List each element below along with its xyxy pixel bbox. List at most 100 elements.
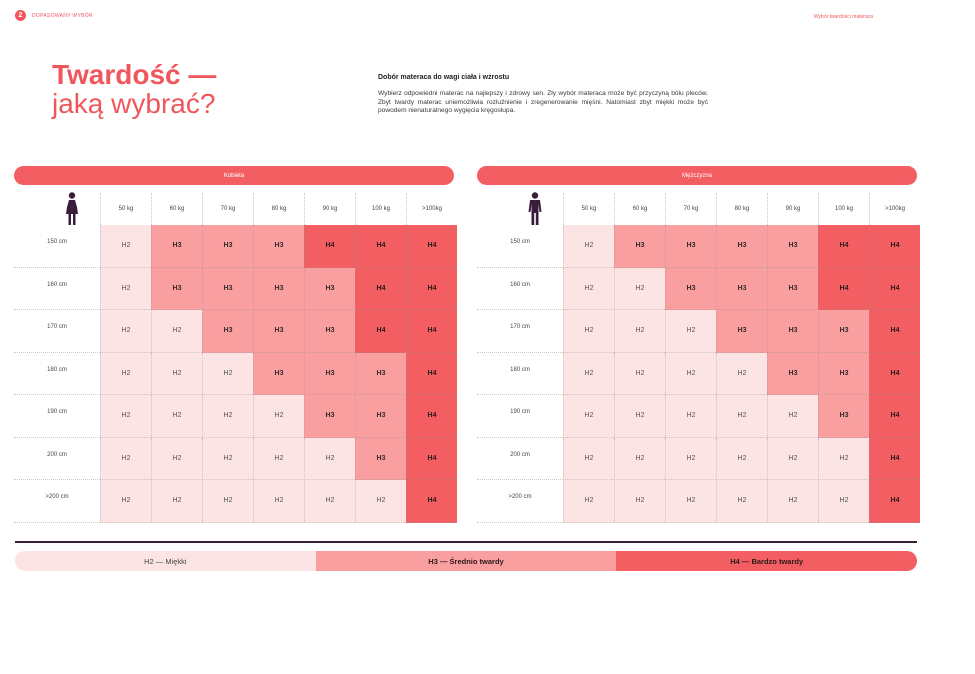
hardness-cell: H2 xyxy=(716,480,767,523)
hardness-cell: H4 xyxy=(869,267,920,310)
weight-label: 100 kg xyxy=(355,193,406,225)
hardness-cell: H3 xyxy=(716,310,767,353)
weight-label: >100kg xyxy=(869,193,920,225)
hardness-cell: H2 xyxy=(563,352,614,395)
hardness-cell: H2 xyxy=(767,480,818,523)
table-row: >200 cm H2 H2 H2 H2 H2 H2 H4 xyxy=(477,480,920,523)
hardness-cell: H2 xyxy=(614,352,665,395)
hardness-cell: H2 xyxy=(614,480,665,523)
hardness-cell: H2 xyxy=(614,437,665,480)
hardness-cell: H2 xyxy=(202,480,253,523)
weight-label: 90 kg xyxy=(304,193,355,225)
men-grid: 150 cm H2 H3 H3 H3 H3 H4 H4 160 cm H2 H2 H3 H3 H3 H4 H4… xyxy=(477,225,920,523)
weight-label: 100 kg xyxy=(818,193,869,225)
hardness-cell: H4 xyxy=(406,267,457,310)
hardness-cell: H4 xyxy=(355,310,406,353)
hardness-cell: H4 xyxy=(406,480,457,523)
hardness-cell: H2 xyxy=(253,437,304,480)
hardness-cell: H2 xyxy=(665,437,716,480)
intro-block: Dobór materaca do wagi ciała i wzrostu W… xyxy=(378,74,708,116)
table-row: 200 cm H2 H2 H2 H2 H2 H2 H4 xyxy=(477,437,920,480)
hardness-cell: H2 xyxy=(304,437,355,480)
height-label: 150 cm xyxy=(477,225,563,268)
height-label: 160 cm xyxy=(477,268,563,310)
weight-label: 70 kg xyxy=(202,193,253,225)
hardness-cell: H4 xyxy=(406,310,457,353)
hardness-cell: H2 xyxy=(563,310,614,353)
table-row: 160 cm H2 H3 H3 H3 H3 H4 H4 xyxy=(14,267,457,310)
hardness-cell: H2 xyxy=(100,352,151,395)
height-label: 170 cm xyxy=(14,310,100,353)
hardness-cell: H2 xyxy=(563,267,614,310)
height-label: 200 cm xyxy=(14,438,100,480)
hardness-cell: H2 xyxy=(665,310,716,353)
table-row: 160 cm H2 H2 H3 H3 H3 H4 H4 xyxy=(477,267,920,310)
title-line-1: Twardość — xyxy=(52,59,217,90)
weight-label: 60 kg xyxy=(151,193,202,225)
hardness-cell: H2 xyxy=(100,480,151,523)
hardness-cell: H2 xyxy=(665,352,716,395)
table-row: 170 cm H2 H2 H3 H3 H3 H4 H4 xyxy=(14,310,457,353)
hardness-cell: H4 xyxy=(869,480,920,523)
table-row: 190 cm H2 H2 H2 H2 H2 H3 H4 xyxy=(477,395,920,438)
women-table: Kobieta 50 kg 60 kg 70 kg 80 kg 90 kg 100 kg >… xyxy=(14,166,457,523)
hardness-cell: H2 xyxy=(100,437,151,480)
hardness-cell: H2 xyxy=(818,480,869,523)
intro-body: Wybierz odpowiedni materac na najlepszy … xyxy=(378,90,708,114)
hardness-cell: H2 xyxy=(151,480,202,523)
weight-label: 90 kg xyxy=(767,193,818,225)
height-label: 160 cm xyxy=(14,268,100,310)
hardness-cell: H3 xyxy=(665,225,716,268)
table-row: 170 cm H2 H2 H2 H3 H3 H3 H4 xyxy=(477,310,920,353)
hardness-cell: H2 xyxy=(767,437,818,480)
hardness-cell: H3 xyxy=(304,310,355,353)
intro-heading: Dobór materaca do wagi ciała i wzrostu xyxy=(378,74,510,81)
women-grid: 150 cm H2 H3 H3 H3 H4 H4 H4 160 cm H2 H3 H3 H3 H3 H4 H4… xyxy=(14,225,457,523)
hardness-cell: H4 xyxy=(869,437,920,480)
hardness-cell: H2 xyxy=(151,437,202,480)
weight-label: >100kg xyxy=(406,193,457,225)
hardness-cell: H4 xyxy=(406,225,457,268)
women-header: Kobieta xyxy=(14,166,454,185)
hardness-cell: H3 xyxy=(614,225,665,268)
hardness-cell: H2 xyxy=(253,480,304,523)
weight-header-row: 50 kg 60 kg 70 kg 80 kg 90 kg 100 kg >100kg xyxy=(477,192,920,225)
hardness-cell: H2 xyxy=(100,310,151,353)
hardness-cell: H2 xyxy=(716,437,767,480)
weight-header-row: 50 kg 60 kg 70 kg 80 kg 90 kg 100 kg >100kg xyxy=(14,192,457,225)
men-table: Mężczyzna 50 kg 60 kg 70 kg 80 kg 90 kg 100 k… xyxy=(477,166,920,523)
table-row: 180 cm H2 H2 H2 H2 H3 H3 H4 xyxy=(477,352,920,395)
table-row: 150 cm H2 H3 H3 H3 H3 H4 H4 xyxy=(477,225,920,268)
hardness-cell: H3 xyxy=(202,225,253,268)
height-label: >200 cm xyxy=(477,480,563,523)
hardness-cell: H3 xyxy=(151,225,202,268)
hardness-cell: H3 xyxy=(304,267,355,310)
height-label: 170 cm xyxy=(477,310,563,353)
hardness-cell: H2 xyxy=(100,267,151,310)
hardness-cell: H3 xyxy=(355,352,406,395)
legend-h2: H2 — Miękki xyxy=(15,551,316,571)
weight-label: 80 kg xyxy=(716,193,767,225)
hardness-cell: H2 xyxy=(563,395,614,438)
hardness-cell: H2 xyxy=(151,310,202,353)
hardness-cell: H4 xyxy=(869,395,920,438)
top-bar: 2 DOPASOWANY WYBÓR xyxy=(15,10,93,21)
hardness-cell: H3 xyxy=(818,310,869,353)
hardness-cell: H3 xyxy=(355,437,406,480)
hardness-cell: H4 xyxy=(406,437,457,480)
hardness-cell: H2 xyxy=(563,225,614,268)
hardness-cell: H4 xyxy=(818,267,869,310)
hardness-cell: H4 xyxy=(818,225,869,268)
hardness-cell: H4 xyxy=(869,352,920,395)
weight-label: 70 kg xyxy=(665,193,716,225)
weight-label: 50 kg xyxy=(563,193,614,225)
hardness-cell: H3 xyxy=(253,267,304,310)
hardness-cell: H3 xyxy=(665,267,716,310)
hardness-cell: H4 xyxy=(355,267,406,310)
hardness-cell: H2 xyxy=(100,395,151,438)
hardness-cell: H2 xyxy=(767,395,818,438)
hardness-cell: H3 xyxy=(304,395,355,438)
hardness-cell: H3 xyxy=(253,225,304,268)
hardness-cell: H2 xyxy=(716,352,767,395)
hardness-cell: H3 xyxy=(767,352,818,395)
